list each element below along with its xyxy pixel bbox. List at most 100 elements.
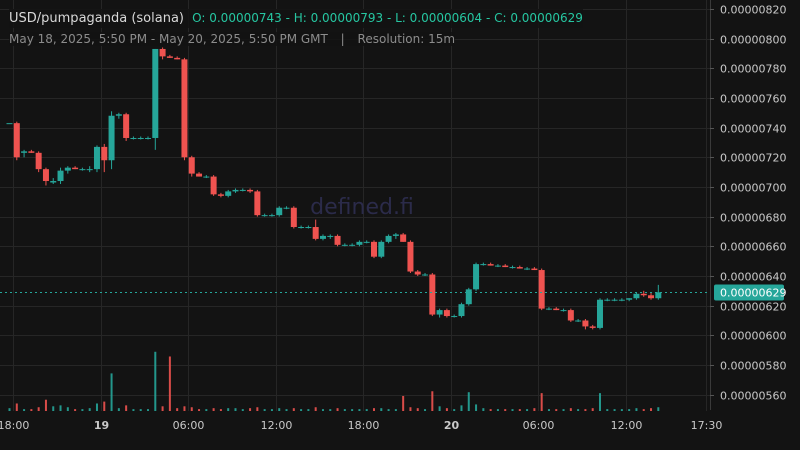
- candle-body: [509, 267, 516, 269]
- volume-bar: [44, 399, 47, 411]
- y-tick-label: 0.00000820: [720, 4, 786, 17]
- volume-bar: [518, 409, 521, 411]
- volume-bar: [190, 407, 193, 411]
- volume-bar: [307, 409, 310, 411]
- volume-bar: [278, 408, 281, 411]
- candle-body: [341, 244, 348, 246]
- time-axis[interactable]: 18:00 19 06:00 12:00 18:00 20 06:00 12:00 17:30: [0, 419, 722, 432]
- candle-body: [575, 320, 582, 322]
- volume-bar: [95, 403, 98, 411]
- candle-body: [298, 227, 305, 229]
- volume-bar: [52, 406, 55, 411]
- volume-bar: [314, 407, 317, 411]
- candle-body: [648, 295, 655, 299]
- volume-bar: [205, 409, 208, 411]
- volume-bar: [59, 405, 62, 411]
- candle-body: [123, 114, 130, 138]
- volume-bar: [103, 401, 106, 411]
- volume-bar: [88, 408, 91, 411]
- volume-bar: [460, 405, 463, 411]
- volume-bar: [147, 409, 150, 411]
- x-tick-label: 19: [94, 419, 109, 432]
- candle-body: [181, 59, 188, 158]
- x-tick-label: 20: [444, 419, 460, 432]
- candle-body: [524, 268, 531, 270]
- resolution-label: Resolution: 15m: [357, 32, 456, 46]
- x-tick-label: 12:00: [611, 419, 643, 432]
- candle-body: [473, 264, 480, 290]
- candle-body: [640, 293, 647, 296]
- volume-bar: [168, 356, 171, 411]
- candle-body: [385, 235, 392, 242]
- volume-bar: [212, 408, 215, 411]
- candle-body: [611, 299, 618, 301]
- volume-bar: [533, 408, 536, 411]
- chart-header: USD/pumpaganda (solana) O: 0.00000743 - …: [9, 9, 583, 28]
- volume-bar: [270, 409, 273, 411]
- volume-bar: [300, 409, 303, 411]
- volume-bar: [256, 407, 259, 411]
- volume-bar: [394, 409, 397, 411]
- candle-body: [13, 123, 20, 158]
- volume-bar: [8, 408, 11, 411]
- candle-body: [626, 298, 633, 300]
- volume-bar: [183, 406, 186, 411]
- volume-bar: [30, 409, 33, 411]
- candle-body: [538, 270, 545, 309]
- candle-body: [217, 194, 224, 196]
- volume-bar: [176, 408, 179, 411]
- y-tick-label: 0.00000600: [720, 330, 786, 343]
- candle-body: [392, 234, 399, 236]
- volume-bar: [628, 409, 631, 411]
- y-tick-label: 0.00000680: [720, 212, 786, 225]
- chart-subheader: May 18, 2025, 5:50 PM - May 20, 2025, 5:…: [9, 32, 456, 46]
- volume-bar: [591, 408, 594, 411]
- volume-bar: [329, 409, 332, 411]
- candle-body: [159, 48, 166, 57]
- volume-bar: [15, 403, 18, 411]
- candle-body: [465, 289, 472, 305]
- candle-body: [363, 241, 370, 243]
- volume-bar: [620, 409, 623, 411]
- y-tick-label: 0.00000780: [720, 63, 786, 76]
- candle-body: [35, 152, 42, 170]
- x-tick-label: 06:00: [173, 419, 205, 432]
- y-tick-label: 0.00000700: [720, 182, 786, 195]
- candle-body: [422, 274, 429, 276]
- volume-bar: [613, 409, 616, 411]
- candle-body: [349, 244, 356, 246]
- volume-bar: [402, 395, 405, 411]
- last-price-label: 0.00000629: [714, 284, 786, 301]
- candle-body: [42, 169, 49, 182]
- candle-body: [137, 137, 144, 139]
- x-tick-label: 18:00: [0, 419, 29, 432]
- candle-body: [633, 293, 640, 299]
- y-tick-label: 0.00000560: [720, 390, 786, 403]
- volume-bar: [81, 409, 84, 411]
- volume-bar: [569, 408, 572, 411]
- candle-body: [188, 157, 195, 174]
- candle-body: [458, 304, 465, 317]
- candle-body: [480, 264, 487, 266]
- volume-bar: [577, 409, 580, 411]
- volume-bar: [351, 409, 354, 411]
- y-tick-label: 0.00000640: [720, 271, 786, 284]
- candle-body: [319, 235, 326, 239]
- candle-body: [596, 299, 603, 328]
- y-tick-label: 0.00000580: [720, 360, 786, 373]
- grid-lines: [0, 0, 710, 411]
- candle-body: [247, 189, 254, 192]
- candle-body: [305, 227, 312, 229]
- y-tick-label: 0.00000620: [720, 301, 786, 314]
- volume-bar: [496, 409, 499, 411]
- candle-body: [196, 173, 203, 177]
- watermark: defined.fi: [310, 195, 414, 220]
- volume-bar: [431, 391, 434, 411]
- candle-body: [334, 235, 341, 245]
- price-candles: [6, 47, 662, 330]
- price-axis[interactable]: 0.00000820 0.00000800 0.00000780 0.00000760…: [710, 4, 786, 403]
- candle-body: [560, 310, 567, 312]
- volume-bar: [584, 409, 587, 411]
- volume-bar: [489, 409, 492, 411]
